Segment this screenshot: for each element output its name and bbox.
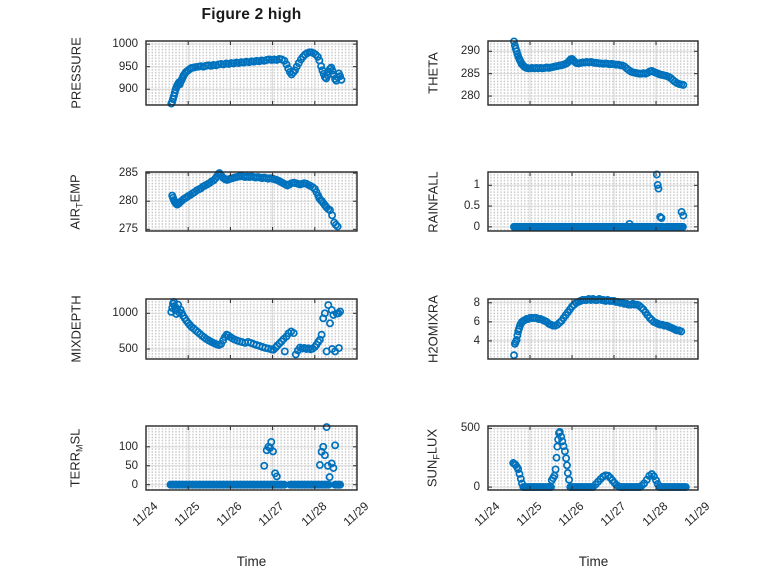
plot-svg-sunflux [487,425,699,492]
x-axis-label-left: Time [236,554,267,569]
major-grid [488,172,698,231]
axes-frame [487,171,699,232]
tick-marks [488,172,698,231]
axes-frame [145,425,358,491]
ylabel-h2omixra: H2OMIXRA [426,295,441,363]
xtick-label: 11/25 [513,499,545,529]
xtick-label: 11/28 [298,499,330,529]
series-pressure [167,48,346,108]
xtick-label: 11/29 [681,499,713,529]
ylabel-subscript: F [431,454,442,460]
figure-title: Figure 2 high [201,6,302,23]
ytick-label-theta: 290 [460,45,480,58]
xtick-label: 11/26 [555,499,587,529]
series-rainfall [510,170,688,231]
ytick-label-mixdepth: 500 [118,343,138,355]
ytick-label-mixdepth: 1000 [112,307,138,320]
ylabel-text: SUN [424,459,440,488]
plot-area-terrmsl [146,426,357,490]
ytick-label-pressure: 1000 [112,38,138,51]
ytick-label-sunflux: 0 [473,481,480,494]
series-terrmsl [166,423,345,489]
xtick-label: 11/25 [171,499,203,529]
xtick-label: 11/24 [471,499,503,529]
axes-frame [487,298,699,360]
tick-marks [488,299,698,359]
plot-svg-theta [487,37,699,106]
ylabel-subscript: M [74,444,85,453]
ytick-label-theta: 285 [460,67,480,80]
ylabel-text: H2OMIXRA [425,295,441,363]
ytick-label-airtemp: 280 [118,195,138,208]
ytick-label-rainfall: 0 [473,220,480,233]
tick-marks [488,41,698,105]
series-sunflux [509,427,690,492]
ylabel-text: MIXDEPTH [68,295,84,363]
plot-area-sunflux [488,426,698,490]
tick-marks [146,41,357,105]
ytick-label-h2omixra: 8 [473,296,480,309]
ytick-label-airtemp: 285 [118,167,138,180]
axes-frame [145,298,358,360]
ytick-label-h2omixra: 4 [473,334,480,347]
ytick-label-rainfall: 0.5 [464,200,480,213]
axes-frame [487,425,699,491]
plot-svg-rainfall [487,170,699,232]
series-airtemp [168,169,342,231]
ytick-label-terrmsl: 0 [131,478,138,491]
ytick-label-pressure: 950 [118,60,138,73]
plot-svg-airtemp [145,169,358,232]
ylabel-text: LUX [424,428,440,455]
axes-frame [487,40,699,106]
ylabel-text: THETA [425,52,441,94]
ytick-label-terrmsl: 100 [118,440,138,453]
series-h2omixra [510,295,686,360]
ytick-label-h2omixra: 6 [473,315,480,328]
series-theta [510,37,688,89]
ylabel-pressure: PRESSURE [69,37,84,109]
plot-svg-pressure [145,40,358,108]
ylabel-text: PRESSURE [68,37,84,109]
tick-marks [146,299,357,359]
ylabel-text: SL [67,428,83,445]
ylabel-sunflux: SUNFLUX [425,429,442,487]
ytick-label-terrmsl: 50 [125,459,138,472]
plot-svg-mixdepth [145,297,358,360]
ylabel-mixdepth: MIXDEPTH [69,295,84,362]
plot-svg-terrmsl [145,423,358,491]
axes-frame [145,40,358,106]
ylabel-text: EMP [67,173,83,202]
ytick-label-pressure: 900 [118,83,138,96]
xtick-label: 11/27 [597,499,629,529]
xtick-label: 11/26 [213,499,245,529]
ylabel-subscript: T [74,202,85,208]
tick-marks [146,172,357,231]
major-grid [488,426,698,490]
plot-svg-h2omixra [487,295,699,360]
axes-frame [145,171,358,232]
ylabel-rainfall: RAINFALL [426,171,441,232]
ylabel-terrmsl: TERRMSL [68,429,85,488]
xtick-label: 11/24 [129,499,161,529]
tick-marks [488,426,698,490]
major-grid [488,41,698,105]
xtick-label: 11/29 [340,499,372,529]
tick-marks [146,426,357,490]
ylabel-text: AIR [67,207,83,230]
ylabel-airtemp: AIRTEMP [68,174,85,229]
series-mixdepth [167,297,345,359]
xtick-label: 11/27 [255,499,287,529]
ytick-label-rainfall: 1 [473,179,480,192]
ylabel-text: TERR [67,452,83,488]
ytick-label-sunflux: 500 [460,422,480,435]
ylabel-theta: THETA [426,52,441,94]
x-axis-label-right: Time [578,554,609,569]
xtick-label: 11/28 [639,499,671,529]
ytick-label-theta: 280 [460,90,480,103]
ylabel-text: RAINFALL [425,170,441,233]
ytick-label-airtemp: 275 [118,223,138,236]
